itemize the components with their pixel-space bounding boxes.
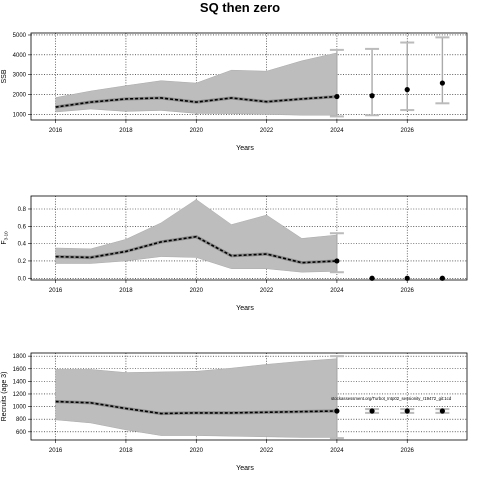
y-tick-label: 1000 xyxy=(13,112,27,118)
confidence-band xyxy=(55,358,338,438)
panel-1: 2016 2018 2020 2022 2024 2026 1000 2000 3000 4000… xyxy=(1,32,468,152)
y-tick-label: 1000 xyxy=(13,405,27,411)
x-tick-label: 2026 xyxy=(401,128,415,134)
estimate-point-last xyxy=(334,93,340,100)
y-axis-label: Recruits (age 3) xyxy=(1,372,8,422)
projection-point xyxy=(439,408,445,414)
y-tick-label: 1400 xyxy=(13,379,27,385)
projection-point xyxy=(404,87,410,93)
x-tick-label: 2016 xyxy=(49,128,63,134)
panel-2: 2016 2018 2020 2022 2024 2026 0.0 0.2 0.4 0.6 0.8 Y… xyxy=(1,195,468,312)
x-tick-label: 2018 xyxy=(119,288,133,294)
x-tick-label: 2020 xyxy=(190,288,204,294)
projection-point xyxy=(404,408,410,414)
projection-point xyxy=(369,408,375,414)
x-tick-label: 2026 xyxy=(401,288,415,294)
y-tick-label: 600 xyxy=(16,430,27,436)
projection-point xyxy=(439,80,445,86)
y-tick-label: 2000 xyxy=(13,93,27,99)
x-tick-label: 2026 xyxy=(401,448,415,454)
estimate-point-last xyxy=(334,258,340,264)
x-tick-label: 2022 xyxy=(260,288,274,294)
y-tick-label: 5000 xyxy=(13,33,27,39)
x-tick-label: 2024 xyxy=(330,288,344,294)
x-axis-label: Years xyxy=(236,465,254,472)
y-tick-label: 1800 xyxy=(13,354,27,360)
x-axis-label: Years xyxy=(236,145,254,152)
x-tick-label: 2018 xyxy=(119,448,133,454)
estimate-line xyxy=(55,400,337,415)
y-axis-label-subscript: 3-10 xyxy=(4,231,9,241)
y-tick-label: 1600 xyxy=(13,367,27,373)
y-axis-label: SSB xyxy=(1,69,8,83)
plot-frame xyxy=(30,352,468,441)
projection-point xyxy=(369,275,375,281)
estimate-line xyxy=(55,95,337,108)
x-tick-label: 2024 xyxy=(330,128,344,134)
source-annotation: stockassessment.org/Turbot_Intp02_sessio… xyxy=(331,396,452,401)
y-tick-label: 0.0 xyxy=(18,276,27,282)
figure-title: SQ then zero xyxy=(200,0,280,15)
projection-point xyxy=(404,275,410,281)
plot-frame xyxy=(30,32,468,121)
x-tick-label: 2016 xyxy=(49,448,63,454)
x-axis-label: Years xyxy=(236,305,254,312)
x-tick-label: 2022 xyxy=(260,128,274,134)
y-tick-label: 0.6 xyxy=(18,224,27,230)
y-tick-label: 800 xyxy=(16,417,27,423)
y-tick-label: 0.8 xyxy=(18,207,27,213)
projection-point xyxy=(369,93,375,99)
y-tick-label: 0.4 xyxy=(18,242,27,248)
x-tick-label: 2022 xyxy=(260,448,274,454)
y-axis-label: F3-10 xyxy=(1,231,9,245)
x-tick-label: 2024 xyxy=(330,448,344,454)
y-tick-label: 4000 xyxy=(13,53,27,59)
y-tick-label: 3000 xyxy=(13,73,27,79)
x-tick-label: 2020 xyxy=(190,448,204,454)
y-tick-label: 1200 xyxy=(13,392,27,398)
plot-frame xyxy=(30,195,468,281)
estimate-point-last xyxy=(334,408,340,414)
panels: 2016 2018 2020 2022 2024 2026 1000 2000 3000 4000… xyxy=(1,32,468,472)
panel-3: 2016 2018 2020 2022 2024 2026 600 800 1000 1200 14… xyxy=(1,352,468,472)
projection-point xyxy=(439,275,445,281)
estimate-line xyxy=(55,235,337,264)
x-tick-label: 2020 xyxy=(190,128,204,134)
y-tick-label: 0.2 xyxy=(18,259,27,265)
x-tick-label: 2016 xyxy=(49,288,63,294)
x-tick-label: 2018 xyxy=(119,128,133,134)
